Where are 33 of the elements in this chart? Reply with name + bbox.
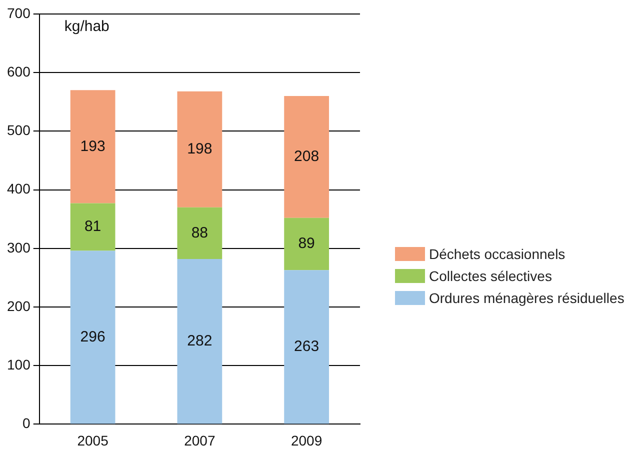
bar (284, 96, 330, 218)
bar (177, 207, 222, 259)
y-tick-label: 400 (7, 180, 31, 197)
data-label: 81 (84, 218, 102, 236)
y-tick-label: 600 (7, 63, 31, 80)
data-label: 296 (80, 328, 106, 346)
data-label: 88 (191, 224, 208, 242)
data-label: 193 (80, 138, 106, 155)
legend-label: Ordures ménagères résiduelles (429, 290, 624, 306)
y-axis-title: kg/hab (64, 18, 110, 36)
legend-label: Déchets occasionnels (429, 246, 566, 262)
y-tick-label: 300 (7, 239, 31, 256)
bar (70, 203, 116, 251)
y-tick-label: 700 (7, 4, 31, 21)
x-tick-label: 2007 (184, 432, 216, 448)
bar (177, 91, 222, 208)
y-tick-label: 0 (22, 415, 31, 432)
x-tick-label: 2005 (77, 432, 109, 448)
data-label: 198 (187, 140, 212, 158)
y-tick-label: 200 (7, 298, 31, 314)
y-tick-label: 100 (7, 356, 31, 372)
bar (177, 258, 222, 424)
data-label: 282 (187, 332, 212, 350)
y-tick-label: 500 (7, 122, 31, 138)
data-label: 263 (294, 338, 320, 356)
data-label: 208 (294, 148, 320, 166)
bar (70, 250, 116, 424)
bar (70, 90, 116, 204)
data-label: 89 (298, 235, 315, 252)
bar (284, 270, 330, 424)
x-tick-label: 2009 (290, 432, 322, 448)
bar (284, 218, 330, 270)
legend-label: Collectes sélectives (429, 268, 552, 284)
